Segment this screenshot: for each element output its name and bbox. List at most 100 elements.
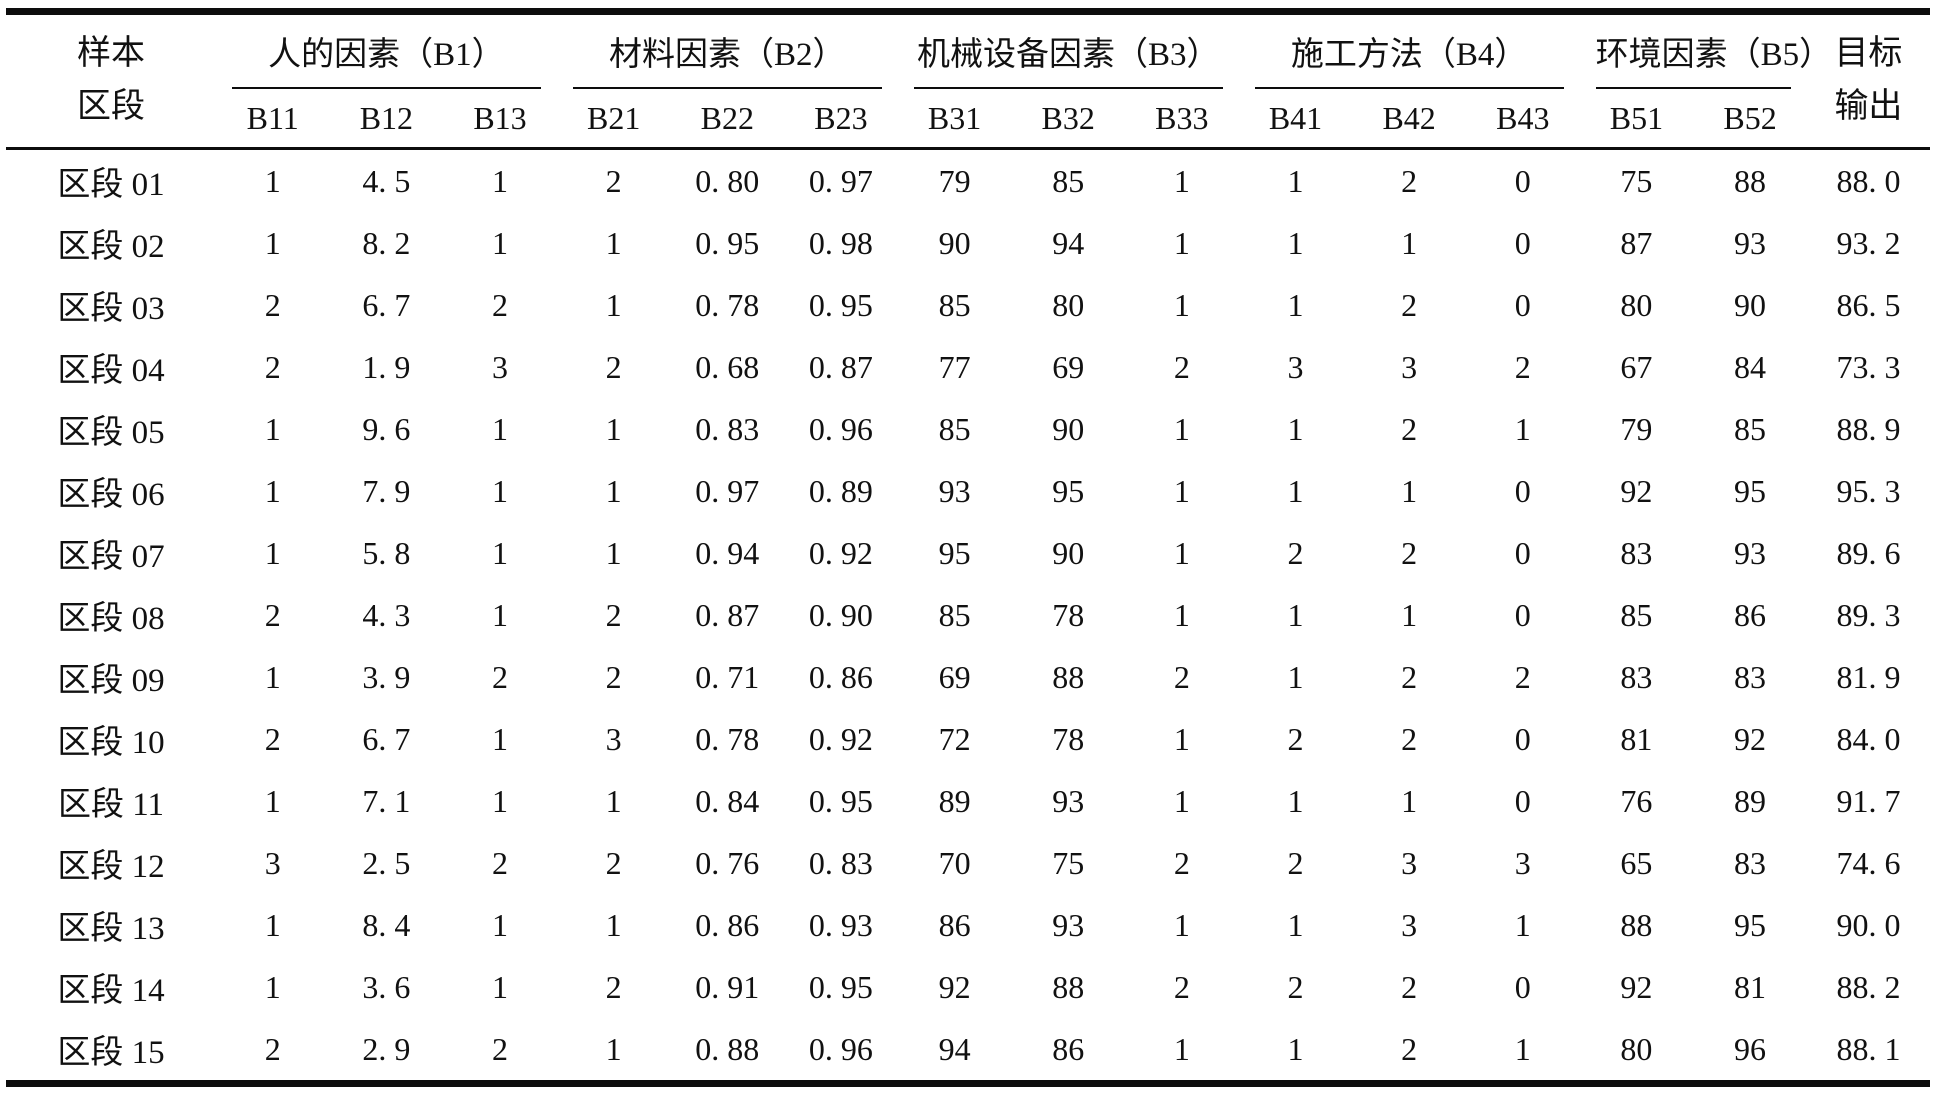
cell-B12: 8. 2 bbox=[362, 224, 411, 261]
cell-B13: 2 bbox=[492, 658, 508, 695]
cell-B51: 80 bbox=[1620, 1030, 1653, 1067]
cell-B12: 4. 5 bbox=[362, 162, 411, 199]
row-label: 区段 01 bbox=[57, 167, 165, 203]
cell-target: 88. 1 bbox=[1836, 1030, 1901, 1067]
cell-B52: 81 bbox=[1734, 968, 1767, 1005]
target-header-line1: 目标 bbox=[1834, 35, 1903, 73]
cell-B11: 1 bbox=[264, 162, 281, 199]
cell-B31: 72 bbox=[938, 720, 971, 757]
cell-B12: 3. 9 bbox=[362, 658, 411, 695]
cell-B33: 1 bbox=[1173, 224, 1190, 261]
sample-header-line1: 样本 bbox=[76, 35, 145, 73]
cell-B32: 75 bbox=[1052, 844, 1085, 881]
cell-B42: 2 bbox=[1401, 1030, 1418, 1067]
cell-B11: 2 bbox=[264, 596, 281, 633]
cell-B33: 1 bbox=[1173, 410, 1190, 447]
cell-B42: 1 bbox=[1401, 782, 1418, 819]
cell-B43: 2 bbox=[1514, 348, 1531, 385]
table-row: 区段 06 1 7. 9 1 1 0. 97 0. 89 93 95 1 1 1 0 92 95 95. 3 bbox=[6, 460, 1930, 522]
cell-target: 74. 6 bbox=[1836, 844, 1901, 881]
cell-B31: 79 bbox=[938, 162, 971, 199]
cell-B12: 7. 1 bbox=[362, 782, 411, 819]
cell-B13: 1 bbox=[492, 224, 508, 261]
subcol-header-B21: B21 bbox=[556, 89, 671, 150]
cell-B33: 2 bbox=[1173, 968, 1190, 1005]
cell-B33: 1 bbox=[1173, 906, 1190, 943]
cell-B41: 1 bbox=[1287, 658, 1304, 695]
cell-B21: 2 bbox=[605, 658, 622, 695]
subcol-header-B11: B11 bbox=[215, 89, 330, 150]
table-row: 区段 15 2 2. 9 2 1 0. 88 0. 96 94 86 1 1 2 1 80 96 88. 1 bbox=[6, 1018, 1930, 1084]
cell-B23: 0. 95 bbox=[808, 782, 873, 819]
cell-B41: 1 bbox=[1287, 596, 1304, 633]
cell-B31: 90 bbox=[938, 224, 971, 261]
subcol-header-B23: B23 bbox=[784, 89, 898, 150]
cell-B11: 1 bbox=[264, 410, 281, 447]
cell-B43: 2 bbox=[1514, 658, 1531, 695]
cell-B43: 0 bbox=[1514, 782, 1531, 819]
cell-B11: 1 bbox=[264, 968, 281, 1005]
cell-B13: 1 bbox=[492, 782, 508, 819]
cell-B21: 2 bbox=[605, 596, 622, 633]
sample-header-line2: 区段 bbox=[76, 88, 145, 125]
cell-B41: 2 bbox=[1287, 720, 1304, 757]
row-label: 区段 12 bbox=[57, 849, 165, 885]
cell-B52: 93 bbox=[1734, 224, 1767, 261]
cell-B11: 1 bbox=[264, 658, 281, 695]
group-header-label: 机械设备因素（B3） bbox=[913, 27, 1223, 89]
cell-B41: 1 bbox=[1287, 224, 1304, 261]
cell-B42: 2 bbox=[1401, 658, 1418, 695]
cell-B43: 0 bbox=[1514, 720, 1531, 757]
row-label: 区段 03 bbox=[57, 291, 165, 327]
cell-B21: 1 bbox=[605, 472, 622, 509]
subcol-header-B41: B41 bbox=[1238, 89, 1353, 150]
table-row: 区段 07 1 5. 8 1 1 0. 94 0. 92 95 90 1 2 2 0 83 93 89. 6 bbox=[6, 522, 1930, 584]
cell-B22: 0. 88 bbox=[695, 1030, 760, 1067]
group-header-4: 施工方法（B4） bbox=[1239, 12, 1580, 89]
row-label: 区段 05 bbox=[57, 415, 165, 451]
cell-B32: 90 bbox=[1052, 410, 1085, 447]
table-row: 区段 03 2 6. 7 2 1 0. 78 0. 95 85 80 1 1 2 0 80 90 86. 5 bbox=[6, 274, 1930, 336]
cell-B23: 0. 93 bbox=[808, 906, 873, 943]
cell-B13: 1 bbox=[492, 968, 508, 1005]
row-label: 区段 11 bbox=[57, 787, 164, 823]
group-header-label: 人的因素（B1） bbox=[231, 27, 541, 89]
cell-B52: 96 bbox=[1734, 1030, 1767, 1067]
cell-B11: 1 bbox=[264, 906, 281, 943]
row-label: 区段 14 bbox=[57, 973, 165, 1009]
cell-B42: 1 bbox=[1401, 224, 1418, 261]
cell-B21: 3 bbox=[605, 720, 622, 757]
cell-target: 95. 3 bbox=[1836, 472, 1901, 509]
cell-B13: 1 bbox=[492, 472, 508, 509]
cell-B22: 0. 94 bbox=[695, 534, 760, 571]
cell-B51: 88 bbox=[1620, 906, 1653, 943]
table-row: 区段 11 1 7. 1 1 1 0. 84 0. 95 89 93 1 1 1 0 76 89 91. 7 bbox=[6, 770, 1930, 832]
cell-B23: 0. 97 bbox=[808, 162, 873, 199]
cell-B52: 83 bbox=[1734, 844, 1767, 881]
cell-B11: 1 bbox=[264, 534, 281, 571]
cell-B43: 0 bbox=[1514, 596, 1531, 633]
cell-B32: 95 bbox=[1052, 472, 1085, 509]
cell-B51: 85 bbox=[1620, 596, 1653, 633]
cell-B43: 3 bbox=[1514, 844, 1531, 881]
cell-target: 84. 0 bbox=[1836, 720, 1901, 757]
subcol-header-B22: B22 bbox=[670, 89, 785, 150]
group-header-2: 材料因素（B2） bbox=[557, 12, 898, 89]
cell-B43: 1 bbox=[1514, 1030, 1531, 1067]
cell-B41: 2 bbox=[1287, 844, 1304, 881]
table-row: 区段 02 1 8. 2 1 1 0. 95 0. 98 90 94 1 1 1 0 87 93 93. 2 bbox=[6, 212, 1930, 274]
cell-B42: 1 bbox=[1401, 596, 1418, 633]
cell-B33: 1 bbox=[1173, 534, 1190, 571]
cell-B42: 3 bbox=[1401, 348, 1418, 385]
cell-B31: 92 bbox=[938, 968, 971, 1005]
cell-B13: 2 bbox=[492, 286, 508, 323]
cell-B12: 6. 7 bbox=[362, 720, 411, 757]
cell-B22: 0. 95 bbox=[695, 224, 760, 261]
cell-B11: 2 bbox=[264, 1030, 281, 1067]
subcol-header-B51: B51 bbox=[1579, 89, 1694, 150]
cell-B22: 0. 78 bbox=[695, 286, 760, 323]
cell-B52: 85 bbox=[1734, 410, 1767, 447]
cell-target: 86. 5 bbox=[1836, 286, 1901, 323]
cell-B33: 1 bbox=[1173, 1030, 1190, 1067]
